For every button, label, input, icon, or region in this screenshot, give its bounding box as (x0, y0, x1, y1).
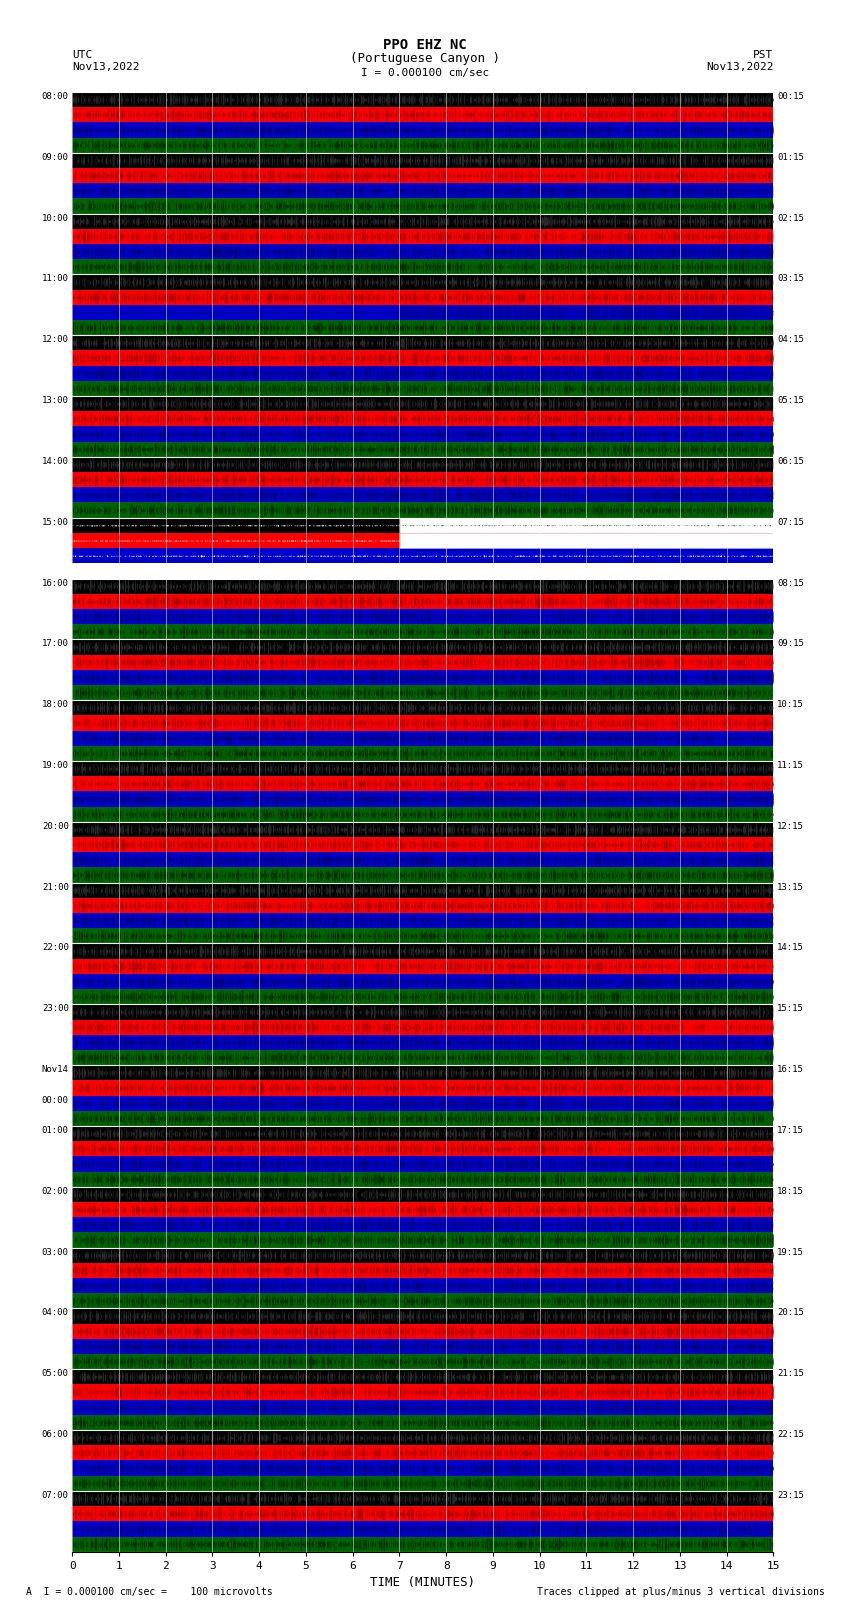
Text: 09:00: 09:00 (42, 153, 69, 161)
Text: 12:00: 12:00 (42, 336, 69, 344)
Text: 11:15: 11:15 (777, 761, 804, 769)
Text: 08:15: 08:15 (777, 579, 804, 587)
Text: 14:00: 14:00 (42, 456, 69, 466)
Text: 20:15: 20:15 (777, 1308, 804, 1318)
Text: 10:00: 10:00 (42, 213, 69, 223)
Text: 18:00: 18:00 (42, 700, 69, 710)
Text: A  I = 0.000100 cm/sec =    100 microvolts: A I = 0.000100 cm/sec = 100 microvolts (26, 1587, 272, 1597)
Text: 13:15: 13:15 (777, 882, 804, 892)
Text: 08:00: 08:00 (42, 92, 69, 102)
Text: 03:15: 03:15 (777, 274, 804, 284)
Text: 07:15: 07:15 (777, 518, 804, 527)
Text: 04:15: 04:15 (777, 336, 804, 344)
Text: 21:15: 21:15 (777, 1369, 804, 1378)
Text: 21:00: 21:00 (42, 882, 69, 892)
Text: 19:15: 19:15 (777, 1247, 804, 1257)
Text: 09:15: 09:15 (777, 639, 804, 648)
Text: Traces clipped at plus/minus 3 vertical divisions: Traces clipped at plus/minus 3 vertical … (536, 1587, 824, 1597)
Text: 07:00: 07:00 (42, 1490, 69, 1500)
Text: 22:00: 22:00 (42, 944, 69, 952)
Text: 00:15: 00:15 (777, 92, 804, 102)
Text: 11:00: 11:00 (42, 274, 69, 284)
Text: 15:00: 15:00 (42, 518, 69, 527)
Text: (Portuguese Canyon ): (Portuguese Canyon ) (350, 52, 500, 65)
Text: 12:15: 12:15 (777, 823, 804, 831)
Text: 02:00: 02:00 (42, 1187, 69, 1195)
Text: 15:15: 15:15 (777, 1005, 804, 1013)
Text: 02:15: 02:15 (777, 213, 804, 223)
Text: 06:15: 06:15 (777, 456, 804, 466)
Text: 18:15: 18:15 (777, 1187, 804, 1195)
Text: 10:15: 10:15 (777, 700, 804, 710)
Text: 06:00: 06:00 (42, 1431, 69, 1439)
Text: PPO EHZ NC: PPO EHZ NC (383, 39, 467, 52)
Text: 13:00: 13:00 (42, 397, 69, 405)
Text: 17:15: 17:15 (777, 1126, 804, 1136)
Text: 16:00: 16:00 (42, 579, 69, 587)
Text: 01:00: 01:00 (42, 1126, 69, 1136)
Text: 05:15: 05:15 (777, 397, 804, 405)
Text: 14:15: 14:15 (777, 944, 804, 952)
Text: 23:15: 23:15 (777, 1490, 804, 1500)
Text: 05:00: 05:00 (42, 1369, 69, 1378)
Text: 04:00: 04:00 (42, 1308, 69, 1318)
Text: 00:00: 00:00 (42, 1095, 69, 1105)
Text: 20:00: 20:00 (42, 823, 69, 831)
Text: Nov14: Nov14 (42, 1065, 69, 1074)
Text: 19:00: 19:00 (42, 761, 69, 769)
Text: 16:15: 16:15 (777, 1065, 804, 1074)
Text: 23:00: 23:00 (42, 1005, 69, 1013)
Text: 17:00: 17:00 (42, 639, 69, 648)
Text: PST
Nov13,2022: PST Nov13,2022 (706, 50, 774, 71)
X-axis label: TIME (MINUTES): TIME (MINUTES) (371, 1576, 475, 1589)
Text: I = 0.000100 cm/sec: I = 0.000100 cm/sec (361, 68, 489, 77)
Text: 22:15: 22:15 (777, 1431, 804, 1439)
Text: 03:00: 03:00 (42, 1247, 69, 1257)
Text: 01:15: 01:15 (777, 153, 804, 161)
Text: UTC
Nov13,2022: UTC Nov13,2022 (72, 50, 139, 71)
